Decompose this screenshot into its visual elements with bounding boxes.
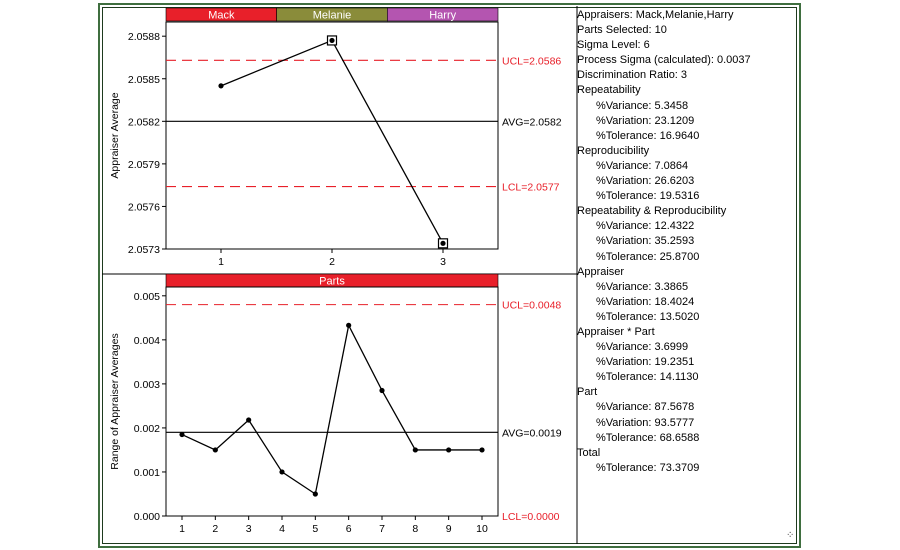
- data-point: [312, 491, 318, 497]
- y-tick-label: 2.0588: [128, 31, 160, 43]
- stat-value-row: %Variation: 23.1209: [596, 114, 695, 127]
- data-point: [329, 37, 335, 44]
- y-tick-label: 2.0585: [128, 74, 160, 86]
- plot-area: [165, 21, 499, 250]
- y-tick-label: 2.0576: [128, 201, 160, 213]
- y-tick-label: 0.003: [134, 379, 160, 391]
- y-tick-label: 0.004: [134, 335, 160, 347]
- x-tick-label: 9: [446, 523, 452, 535]
- y-tick-label: 0.000: [134, 511, 160, 523]
- stat-value-row: %Variation: 26.6203: [596, 175, 695, 188]
- stat-value-row: %Variation: 19.2351: [596, 356, 695, 369]
- data-point: [379, 387, 385, 394]
- y-tick-label: 0.005: [134, 291, 160, 303]
- header-tab-label: Harry: [429, 10, 456, 22]
- header-tab-label: Parts: [319, 276, 345, 288]
- ucl-label: UCL=0.0048: [502, 300, 561, 312]
- stat-value-row: %Tolerance: 16.9640: [596, 129, 700, 142]
- stat-row: Repeatability: [577, 84, 641, 97]
- stat-value-row: %Variance: 87.5678: [596, 401, 695, 414]
- x-tick-label: 1: [218, 256, 224, 268]
- stat-value-row: %Tolerance: 25.8700: [596, 250, 700, 263]
- data-point: [246, 417, 252, 423]
- stat-value-row: %Variance: 3.3865: [596, 280, 689, 293]
- stat-row: Appraiser * Part: [577, 325, 655, 338]
- header-tab: [387, 7, 499, 22]
- stat-row: Discrimination Ratio: 3: [577, 69, 688, 82]
- data-point: [346, 322, 352, 328]
- x-tick-label: 4: [279, 523, 285, 535]
- stat-value-row: %Variation: 93.5777: [596, 416, 695, 429]
- series-line: [220, 39, 444, 244]
- resize-grip-icon[interactable]: ⁘: [786, 530, 795, 541]
- stat-value-row: %Tolerance: 19.5316: [596, 190, 700, 203]
- data-point: [212, 447, 218, 453]
- data-point: [479, 447, 485, 453]
- stat-row: Part: [577, 386, 598, 399]
- stat-value-row: %Tolerance: 13.5020: [596, 310, 700, 323]
- statistics-panel: Appraisers: Mack,Melanie,Harry Parts Sele…: [577, 8, 797, 540]
- stat-row: Appraiser: [577, 265, 625, 278]
- ucl-label: UCL=2.0586: [502, 55, 561, 67]
- y-tick-label: 2.0573: [128, 244, 160, 256]
- x-tick-label: 6: [346, 523, 352, 535]
- y-tick-label: 2.0582: [128, 116, 160, 128]
- stat-value-row: %Variance: 12.4322: [596, 220, 695, 233]
- stat-value-row: %Variance: 3.6999: [596, 341, 689, 354]
- lcl-label: LCL=2.0577: [502, 182, 560, 194]
- x-tick-label: 1: [179, 523, 185, 535]
- x-tick-label: 10: [476, 523, 488, 535]
- data-point: [179, 431, 185, 438]
- stat-row: Appraisers: Mack,Melanie,Harry: [577, 9, 734, 21]
- avg-label: AVG=2.0582: [502, 116, 562, 128]
- x-tick-label: 5: [312, 523, 318, 535]
- stat-value-row: %Tolerance: 73.3709: [596, 461, 700, 474]
- lcl-label: LCL=0.0000: [502, 511, 560, 523]
- data-point: [412, 447, 418, 453]
- x-tick-label: 2: [212, 523, 218, 535]
- data-point: [446, 447, 452, 453]
- data-point: [279, 469, 285, 475]
- stat-row: Process Sigma (calculated): 0.0037: [577, 54, 751, 67]
- y-tick-label: 2.0579: [128, 159, 160, 171]
- stat-value-row: %Tolerance: 14.1130: [596, 371, 699, 384]
- plot-area: [165, 286, 499, 517]
- stat-value-row: %Variation: 35.2593: [596, 235, 695, 248]
- data-point: [440, 240, 446, 246]
- stat-value-row: %Variance: 7.0864: [596, 159, 689, 172]
- series-line: [181, 323, 482, 496]
- x-tick-label: 7: [379, 523, 385, 535]
- x-tick-label: 3: [246, 523, 252, 535]
- appraiser-average-chart: Mack Melanie Harry 2.0588 2.0585 2.0582 2.0579…: [109, 7, 562, 268]
- stat-row: Reproducibility: [577, 144, 650, 157]
- stat-row: Total: [577, 446, 601, 459]
- data-point: [218, 83, 224, 89]
- header-tab-label: Melanie: [313, 10, 352, 22]
- y-axis-label: Appraiser Average: [109, 92, 121, 178]
- stat-value-row: %Variance: 5.3458: [596, 99, 689, 112]
- stat-row: Repeatability & Reproducibility: [577, 205, 727, 218]
- chart-window-inner-border: [102, 7, 797, 544]
- y-axis-label: Range of Appraiser Averages: [109, 333, 121, 469]
- y-tick-label: 0.001: [134, 467, 160, 479]
- avg-label: AVG=0.0019: [502, 427, 562, 439]
- stat-value-row: %Tolerance: 68.6588: [596, 431, 700, 444]
- range-of-appraiser-averages-chart: Parts 0.005 0.004 0.003 0.002 0.001 0.000 1 2 3 4 5…: [109, 273, 562, 535]
- x-tick-label: 2: [329, 256, 335, 268]
- stat-value-row: %Variation: 18.4024: [596, 295, 695, 308]
- y-tick-label: 0.002: [134, 423, 160, 435]
- stat-row: Parts Selected: 10: [577, 24, 667, 37]
- header-tab-label: Mack: [208, 10, 235, 22]
- stat-row: Sigma Level: 6: [577, 39, 650, 52]
- x-tick-label: 8: [412, 523, 418, 535]
- x-tick-label: 3: [440, 256, 446, 268]
